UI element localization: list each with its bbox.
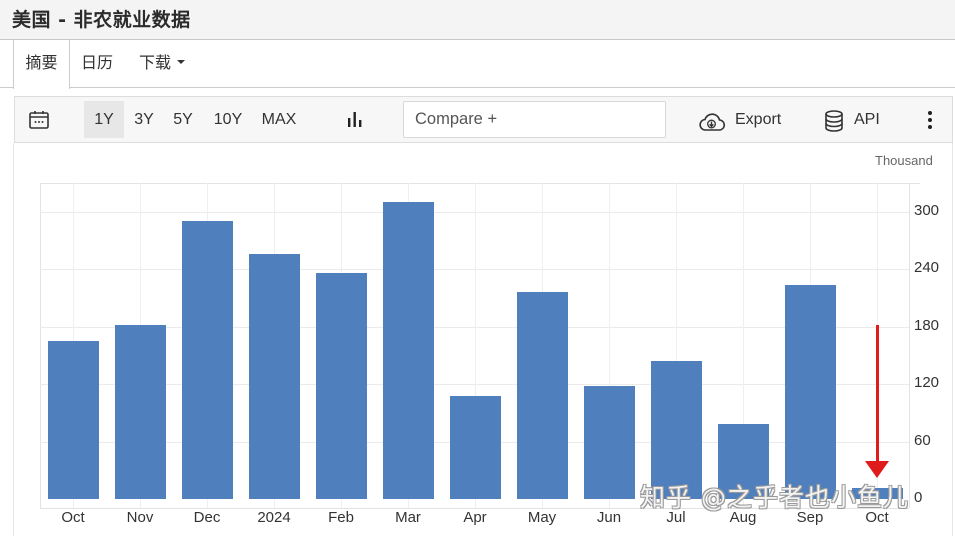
x-tick-label: Dec bbox=[193, 509, 221, 526]
gridline-vertical bbox=[475, 183, 476, 508]
bar-apr[interactable] bbox=[449, 395, 501, 499]
chart-toolbar: 1Y 3Y 5Y 10Y MAX Export API bbox=[14, 96, 953, 143]
y-tick-label: 240 bbox=[914, 259, 940, 276]
tab-summary[interactable]: 摘要 bbox=[13, 40, 70, 89]
tab-calendar[interactable]: 日历 bbox=[75, 40, 119, 88]
annotation-arrow-head-icon bbox=[865, 461, 889, 478]
y-tick-label: 0 bbox=[914, 489, 923, 506]
watermark-text: 知乎 @之乎者也小鱼儿 bbox=[640, 483, 909, 512]
range-max-button[interactable]: MAX bbox=[261, 111, 297, 128]
gridline-horizontal bbox=[40, 384, 909, 385]
tab-bar: 摘要 日历 下载 bbox=[0, 40, 955, 89]
annotation-arrow-shaft bbox=[875, 325, 879, 467]
x-tick-label: Oct bbox=[865, 509, 889, 526]
y-tick-label: 60 bbox=[914, 432, 931, 449]
gridline-horizontal bbox=[40, 327, 909, 328]
bar-mar[interactable] bbox=[382, 202, 434, 499]
bar-chart-icon[interactable] bbox=[346, 110, 364, 133]
x-tick-label: 2024 bbox=[257, 509, 291, 526]
gridline-vertical bbox=[609, 183, 610, 508]
api-label: API bbox=[854, 111, 880, 128]
chart-frame-left-border bbox=[13, 143, 14, 536]
tab-calendar-label: 日历 bbox=[80, 53, 113, 72]
tab-download-label: 下载 bbox=[138, 53, 171, 72]
gridline-vertical bbox=[743, 183, 744, 508]
cloud-download-icon bbox=[698, 109, 726, 146]
export-button[interactable]: Export bbox=[698, 101, 788, 138]
x-tick-label: Oct bbox=[61, 509, 85, 526]
export-label: Export bbox=[735, 111, 782, 128]
x-axis-line bbox=[40, 508, 909, 509]
compare-input[interactable] bbox=[403, 101, 666, 138]
bar-feb[interactable] bbox=[315, 273, 367, 499]
range-10y-button[interactable]: 10Y bbox=[213, 111, 243, 128]
x-tick-label: Aug bbox=[729, 509, 757, 526]
x-tick-label: May bbox=[527, 509, 557, 526]
x-tick-label: Feb bbox=[328, 509, 354, 526]
tab-summary-label: 摘要 bbox=[25, 53, 58, 72]
gridline-horizontal bbox=[40, 212, 909, 213]
range-3y-button[interactable]: 3Y bbox=[134, 111, 154, 128]
bar-oct[interactable] bbox=[851, 487, 903, 499]
bar-oct[interactable] bbox=[47, 341, 99, 499]
bar-jul[interactable] bbox=[650, 361, 702, 499]
bar-2024[interactable] bbox=[248, 253, 300, 499]
y-tick-label: 300 bbox=[914, 202, 940, 219]
bar-dec[interactable] bbox=[181, 221, 233, 499]
y-axis-line bbox=[909, 183, 910, 508]
plot-top-border bbox=[40, 183, 920, 184]
database-icon bbox=[824, 109, 844, 146]
y-tick-label: 120 bbox=[914, 374, 940, 391]
page-title: 美国 - 非农就业数据 bbox=[12, 9, 191, 31]
bar-may[interactable] bbox=[516, 292, 568, 499]
bar-sep[interactable] bbox=[784, 285, 836, 499]
bar-aug[interactable] bbox=[717, 424, 769, 499]
y-tick-label: 180 bbox=[914, 317, 940, 334]
x-tick-label: Jun bbox=[596, 509, 622, 526]
x-tick-label: Apr bbox=[463, 509, 487, 526]
bar-jun[interactable] bbox=[583, 386, 635, 499]
plot-left-border bbox=[40, 183, 41, 508]
calendar-icon[interactable] bbox=[28, 109, 50, 136]
range-5y-button[interactable]: 5Y bbox=[173, 111, 193, 128]
gridline-horizontal bbox=[40, 269, 909, 270]
x-tick-label: Sep bbox=[796, 509, 824, 526]
range-1y-button[interactable]: 1Y bbox=[84, 101, 124, 138]
page-header: 美国 - 非农就业数据 bbox=[0, 0, 955, 40]
kebab-menu-icon[interactable] bbox=[927, 110, 933, 135]
api-button[interactable]: API bbox=[823, 101, 887, 138]
chart-frame-right-border bbox=[952, 143, 953, 536]
x-tick-label: Nov bbox=[126, 509, 154, 526]
caret-down-icon bbox=[177, 60, 185, 64]
tab-download[interactable]: 下载 bbox=[132, 40, 192, 88]
x-tick-label: Jul bbox=[666, 509, 686, 526]
y-axis-unit-label: Thousand bbox=[875, 153, 933, 168]
gridline-vertical bbox=[676, 183, 677, 508]
bar-nov[interactable] bbox=[114, 324, 166, 499]
x-tick-label: Mar bbox=[395, 509, 421, 526]
